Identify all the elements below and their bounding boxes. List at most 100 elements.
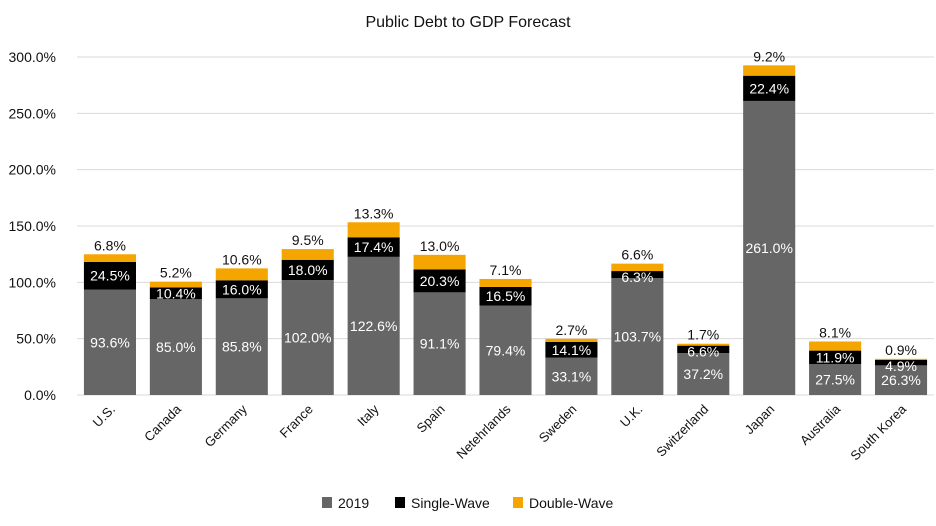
data-labels: 93.6% 24.5% 6.8% 85.0% 10.4% 5.2% 85.8% 16.0% 10… xyxy=(90,48,921,388)
legend: 2019 Single-Wave Double-Wave xyxy=(322,495,614,511)
data-label: 13.3% xyxy=(354,205,394,221)
data-label: 85.8% xyxy=(222,339,262,355)
data-label: 0.9% xyxy=(885,342,917,358)
x-tick-label: Switzerland xyxy=(653,402,711,460)
x-tick-label: Italy xyxy=(354,401,382,429)
y-tick-label: 250.0% xyxy=(9,105,56,121)
bar-segment-2019 xyxy=(83,289,137,395)
x-tick-label: U.S. xyxy=(90,402,118,430)
legend-label: Single-Wave xyxy=(411,495,490,511)
data-label: 33.1% xyxy=(552,368,592,384)
data-label: 37.2% xyxy=(683,366,723,382)
y-tick-label: 100.0% xyxy=(9,274,56,290)
x-tick-label: Canada xyxy=(141,401,184,444)
data-label: 26.3% xyxy=(881,372,921,388)
data-label: 2.7% xyxy=(555,322,587,338)
bar-segment-single-wave xyxy=(83,261,137,290)
bar-segment-double-wave xyxy=(281,249,334,260)
data-label: 5.2% xyxy=(160,265,192,281)
legend-label: Double-Wave xyxy=(529,495,614,511)
y-axis: 0.0% 50.0% 100.0% 150.0% 200.0% 250.0% 300.0% xyxy=(9,49,56,403)
bar-segment-single-wave xyxy=(149,287,202,300)
data-label: 8.1% xyxy=(819,324,851,340)
y-tick-label: 50.0% xyxy=(16,331,56,347)
bar-segment-2019 xyxy=(413,292,466,395)
data-label: 6.8% xyxy=(94,237,126,253)
bar-segment-2019 xyxy=(479,305,532,395)
bar-segment-double-wave xyxy=(83,254,137,262)
x-tick-label: Germany xyxy=(202,401,251,450)
bar-segment-double-wave xyxy=(347,222,400,238)
legend-swatch xyxy=(513,497,523,508)
data-label: 102.0% xyxy=(284,330,331,346)
bar-segment-single-wave xyxy=(545,341,598,358)
bar-segment-2019 xyxy=(215,298,268,395)
data-label: 11.9% xyxy=(816,349,855,365)
x-tick-label: U.K. xyxy=(617,402,645,430)
bar-segment-single-wave xyxy=(809,350,862,365)
x-tick-label: Spain xyxy=(414,402,448,436)
data-label: 10.6% xyxy=(222,251,262,267)
data-label: 9.5% xyxy=(292,232,324,248)
y-tick-label: 300.0% xyxy=(9,49,56,65)
y-tick-label: 200.0% xyxy=(9,162,56,178)
data-label: 16.0% xyxy=(222,281,262,297)
legend-label: 2019 xyxy=(338,495,369,511)
data-label: 79.4% xyxy=(486,342,526,358)
data-label: 6.3% xyxy=(621,269,653,285)
bar-segment-single-wave xyxy=(215,280,268,299)
bar-segment-2019 xyxy=(347,256,400,395)
bar-segment-double-wave xyxy=(743,65,796,76)
data-label: 13.0% xyxy=(420,238,460,254)
x-tick-label: Australia xyxy=(797,401,844,448)
bar-segment-double-wave xyxy=(611,263,664,272)
bar-segment-double-wave xyxy=(545,338,598,342)
data-label: 6.6% xyxy=(687,344,719,360)
y-tick-label: 150.0% xyxy=(9,218,56,234)
bar-segment-single-wave xyxy=(677,345,730,354)
data-label: 22.4% xyxy=(749,80,789,96)
data-label: 18.0% xyxy=(288,262,328,278)
data-label: 122.6% xyxy=(350,318,397,334)
data-label: 85.0% xyxy=(156,339,196,355)
bar-segment-double-wave xyxy=(149,281,202,288)
bar-segment-2019 xyxy=(281,280,334,395)
bar-segment-2019 xyxy=(809,364,862,395)
x-tick-label: Netehrlands xyxy=(453,401,514,462)
data-label: 7.1% xyxy=(490,262,522,278)
data-label: 6.6% xyxy=(621,247,653,263)
data-label: 16.5% xyxy=(486,288,526,304)
data-label: 9.2% xyxy=(753,48,785,64)
bar-segment-single-wave xyxy=(413,269,466,293)
data-label: 91.1% xyxy=(420,336,460,352)
bar-segment-single-wave xyxy=(479,286,532,306)
data-label: 10.4% xyxy=(156,286,196,302)
bar-segment-2019 xyxy=(149,299,202,395)
bar-segment-2019 xyxy=(743,100,796,395)
data-label: 1.7% xyxy=(687,327,719,343)
y-tick-label: 0.0% xyxy=(24,387,56,403)
bar-segment-2019 xyxy=(611,278,664,395)
bar-segment-single-wave xyxy=(874,359,928,366)
data-label: 103.7% xyxy=(614,329,661,345)
bar-segment-double-wave xyxy=(479,278,532,287)
data-label: 24.5% xyxy=(90,268,130,284)
legend-swatch xyxy=(395,497,405,508)
data-label: 93.6% xyxy=(90,334,130,350)
bar-segment-double-wave xyxy=(809,341,862,351)
bar-segment-single-wave xyxy=(743,75,796,101)
chart-title: Public Debt to GDP Forecast xyxy=(365,14,571,31)
bar-segment-single-wave xyxy=(611,271,664,279)
bar-segment-single-wave xyxy=(347,237,400,257)
x-tick-label: Japan xyxy=(742,402,778,438)
bar-segment-double-wave xyxy=(677,343,730,346)
bar-segment-double-wave xyxy=(413,254,466,270)
bar-segment-2019 xyxy=(677,353,730,395)
bars xyxy=(83,65,928,395)
x-tick-label: Sweden xyxy=(536,402,580,446)
data-label: 261.0% xyxy=(745,240,792,256)
data-label: 27.5% xyxy=(815,372,855,388)
x-tick-label: France xyxy=(277,402,316,441)
bar-segment-2019 xyxy=(874,365,928,395)
